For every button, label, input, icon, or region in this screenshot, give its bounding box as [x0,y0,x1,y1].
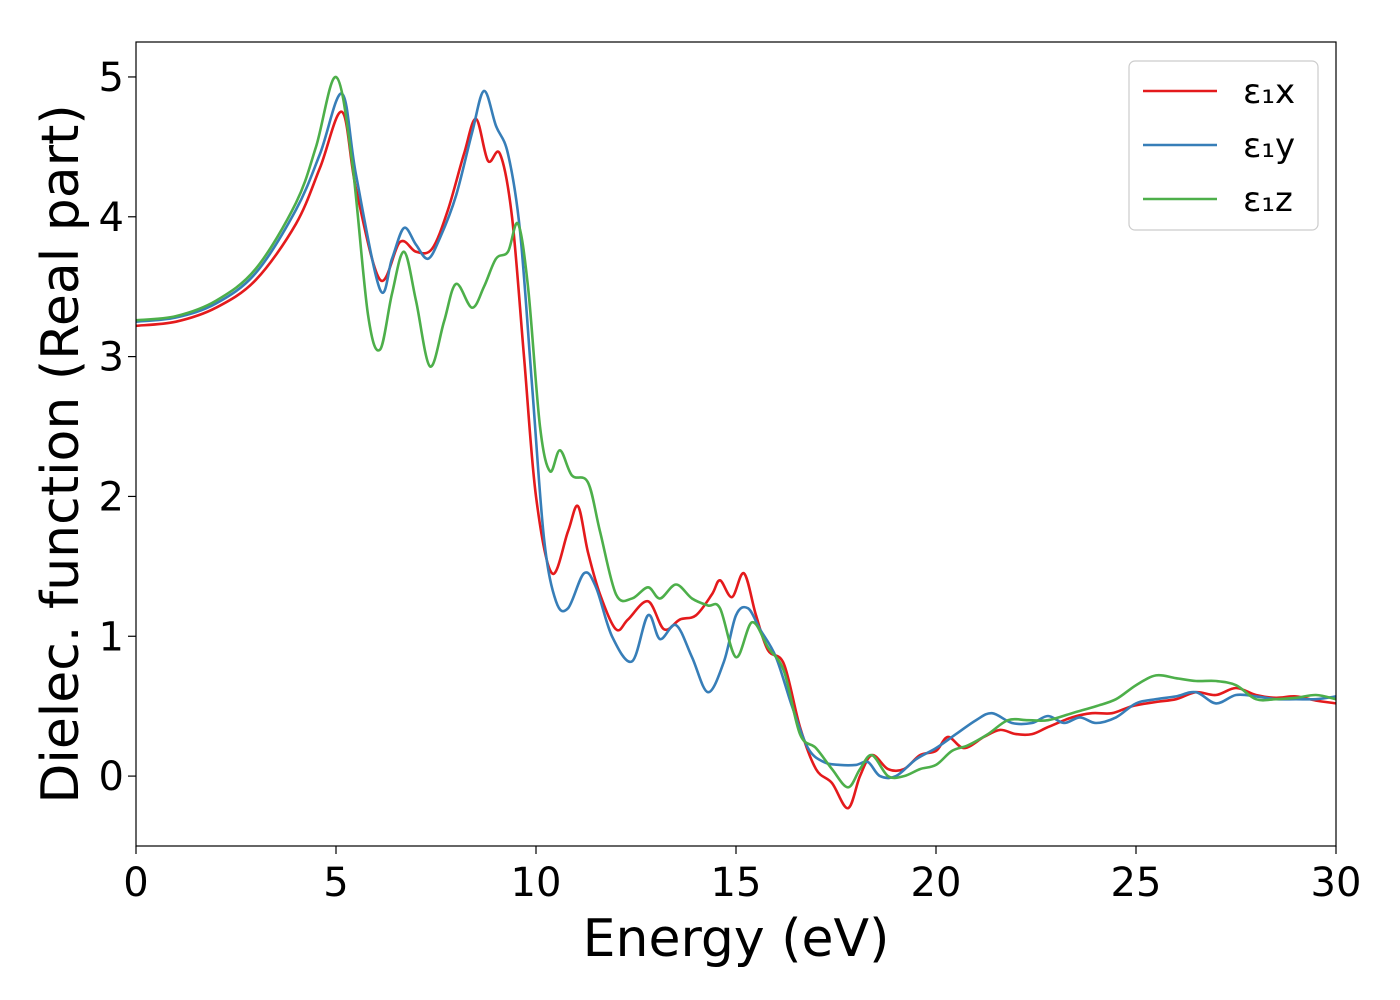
x-axis-label: Energy (eV) [583,909,890,969]
y-tick-label: 5 [99,55,124,101]
x-tick-label: 30 [1311,860,1362,906]
series-line-2 [135,75,1337,789]
y-tick-label: 0 [99,754,124,800]
plot-lines [135,75,1337,810]
y-tick-label: 2 [99,474,124,520]
x-tick-label: 15 [711,860,762,906]
y-axis-label: Dielec. function (Real part) [31,104,91,803]
legend-box [1128,60,1319,231]
y-tick-label: 3 [99,335,124,381]
legend: ε₁x ε₁y ε₁z [1128,60,1319,231]
legend-label: ε₁y [1243,126,1295,166]
x-tick-label: 25 [1111,860,1162,906]
series-line-0 [135,110,1337,810]
legend-label: ε₁x [1243,72,1295,112]
y-tick-label: 4 [99,195,124,241]
x-tick-label: 20 [911,860,962,906]
y-axis-ticks: 0 1 2 3 4 5 [99,55,136,800]
x-tick-label: 10 [511,860,562,906]
x-tick-label: 0 [123,860,148,906]
y-tick-label: 1 [99,614,124,660]
legend-label: ε₁z [1243,180,1293,220]
x-tick-label: 5 [323,860,348,906]
series-line-1 [135,89,1337,780]
x-axis-ticks: 0 5 10 15 20 25 30 [123,846,1361,906]
